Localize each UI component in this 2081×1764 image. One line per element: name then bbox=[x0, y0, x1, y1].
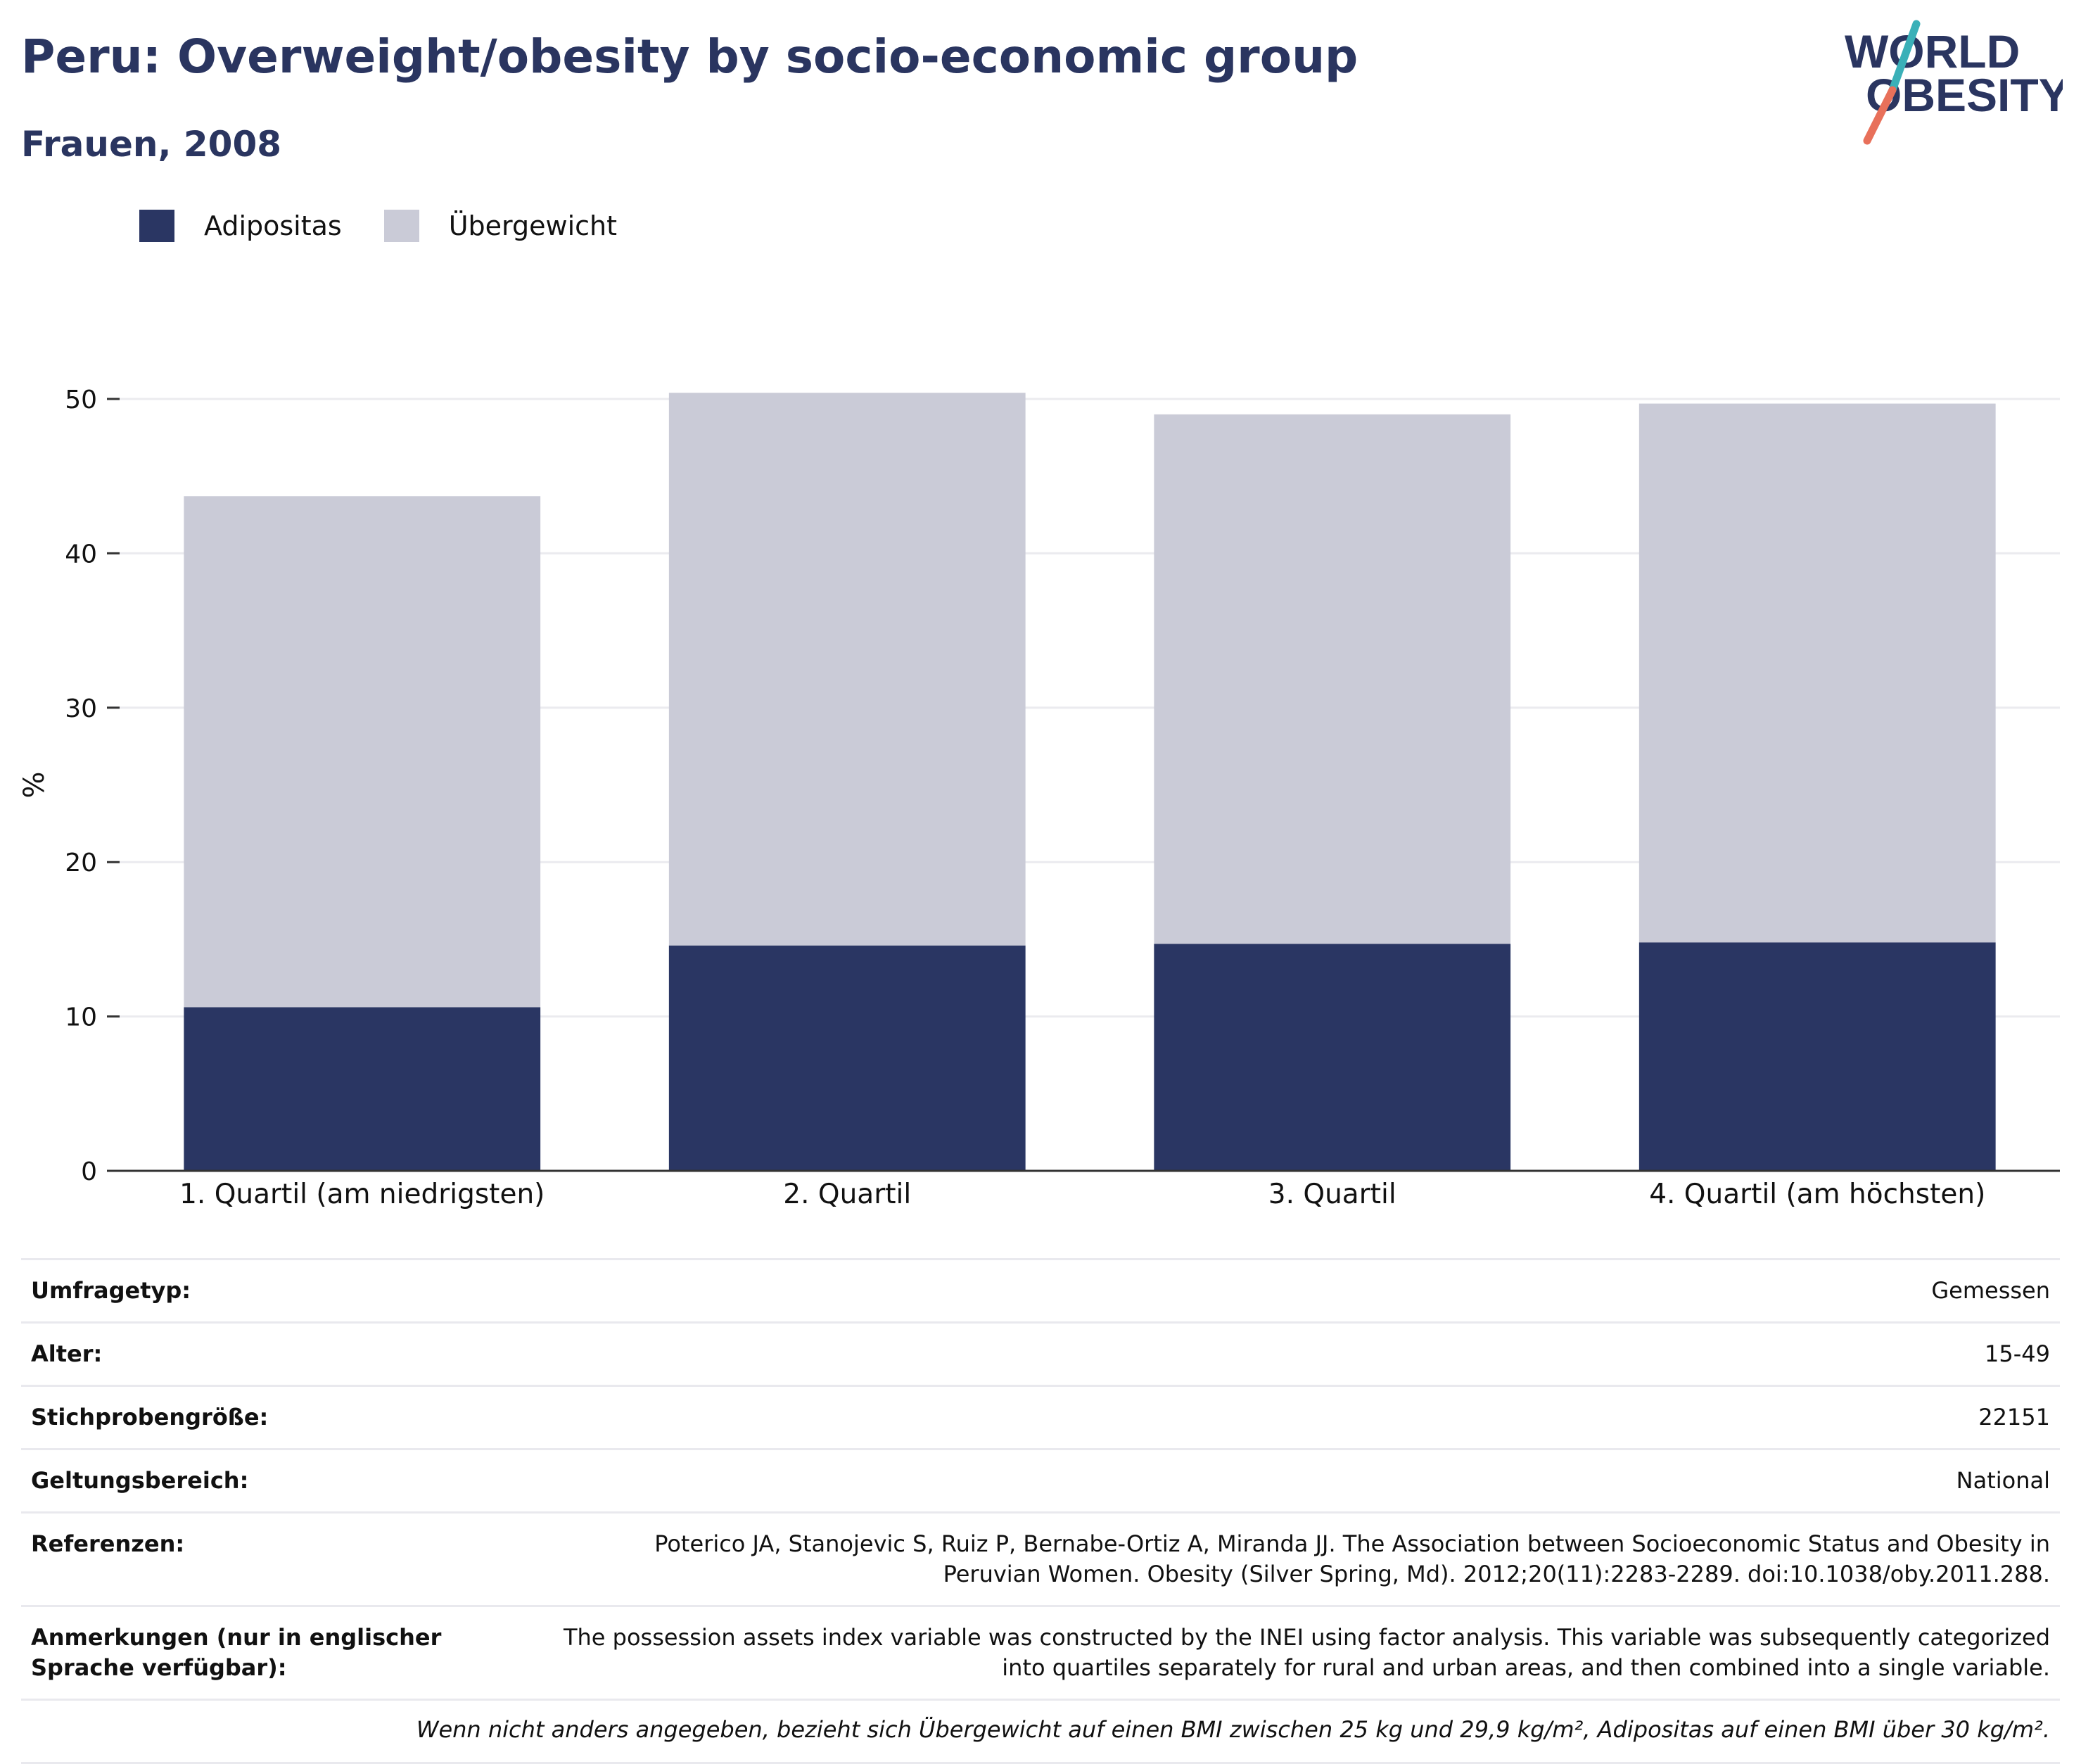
info-label: Anmerkungen (nur in englischer Sprache v… bbox=[21, 1606, 547, 1701]
x-tick-label: 3. Quartil bbox=[1268, 1179, 1396, 1210]
info-value: 15-49 bbox=[547, 1322, 2060, 1387]
legend-label-adipositas: Adipositas bbox=[204, 210, 342, 241]
info-row-footnote: Wenn nicht anders angegeben, bezieht sic… bbox=[21, 1699, 2060, 1764]
logo-slash-coral bbox=[1863, 86, 1897, 145]
legend-swatch-uebergewicht bbox=[383, 210, 419, 242]
y-tick-label: 10 bbox=[65, 1003, 97, 1032]
info-row-scope: Geltungsbereich: National bbox=[21, 1449, 2060, 1514]
y-tick-label: 40 bbox=[65, 540, 97, 569]
info-label: Referenzen: bbox=[21, 1512, 547, 1607]
info-row-references: Referenzen: Poterico JA, Stanojevic S, R… bbox=[21, 1512, 2060, 1607]
info-table: Umfragetyp: Gemessen Alter: 15-49 Stichp… bbox=[21, 1258, 2060, 1764]
bar-adipositas bbox=[668, 945, 1026, 1171]
bar-adipositas bbox=[1638, 942, 1996, 1171]
info-value: Gemessen bbox=[547, 1258, 2060, 1324]
bar-uebergewicht bbox=[1154, 414, 1511, 944]
info-label: Geltungsbereich: bbox=[21, 1449, 547, 1514]
legend-label-uebergewicht: Übergewicht bbox=[448, 210, 617, 241]
info-value: 22151 bbox=[547, 1385, 2060, 1450]
legend-item-adipositas[interactable]: Adipositas bbox=[139, 210, 342, 242]
chart-title: Peru: Overweight/obesity by socio-econom… bbox=[21, 30, 1358, 84]
bar-adipositas bbox=[1154, 944, 1511, 1171]
bar-uebergewicht bbox=[1638, 403, 1996, 943]
info-row-sample-size: Stichprobengröße: 22151 bbox=[21, 1385, 2060, 1450]
x-tick-label: 2. Quartil bbox=[783, 1179, 911, 1210]
chart-subtitle: Frauen, 2008 bbox=[21, 124, 282, 165]
world-obesity-logo: WORLD OBESITY bbox=[1845, 20, 2063, 145]
y-tick-label: 20 bbox=[65, 849, 97, 877]
y-tick-label: 30 bbox=[65, 694, 97, 723]
bar-uebergewicht bbox=[184, 496, 541, 1008]
info-label: Umfragetyp: bbox=[21, 1258, 547, 1324]
info-value: The possession assets index variable was… bbox=[547, 1606, 2060, 1701]
y-axis-label: % bbox=[18, 771, 51, 798]
footnote: Wenn nicht anders angegeben, bezieht sic… bbox=[21, 1699, 2060, 1764]
info-row-age: Alter: 15-49 bbox=[21, 1322, 2060, 1387]
info-label: Alter: bbox=[21, 1322, 547, 1387]
logo-slash-teal bbox=[1888, 20, 1921, 94]
y-tick-label: 0 bbox=[81, 1157, 97, 1186]
legend-item-uebergewicht[interactable]: Übergewicht bbox=[383, 210, 617, 242]
bar-adipositas bbox=[184, 1007, 541, 1171]
legend-swatch-adipositas bbox=[139, 210, 174, 242]
x-tick-label: 4. Quartil (am höchsten) bbox=[1649, 1179, 1985, 1210]
info-value: Poterico JA, Stanojevic S, Ruiz P, Berna… bbox=[547, 1512, 2060, 1607]
y-tick-label: 50 bbox=[65, 386, 97, 414]
x-tick-label: 1. Quartil (am niedrigsten) bbox=[179, 1179, 545, 1210]
info-row-notes: Anmerkungen (nur in englischer Sprache v… bbox=[21, 1606, 2060, 1701]
legend: Adipositas Übergewicht bbox=[139, 210, 659, 242]
info-label: Stichprobengröße: bbox=[21, 1385, 547, 1450]
chart-area: 0 10 20 30 40 50% 1. Quartil (am niedrigsten) 2… bbox=[18, 386, 2060, 1210]
bar-uebergewicht bbox=[668, 393, 1026, 946]
info-row-survey-type: Umfragetyp: Gemessen bbox=[21, 1258, 2060, 1324]
info-value: National bbox=[547, 1449, 2060, 1514]
logo-line-1: WORLD bbox=[1845, 25, 2020, 77]
